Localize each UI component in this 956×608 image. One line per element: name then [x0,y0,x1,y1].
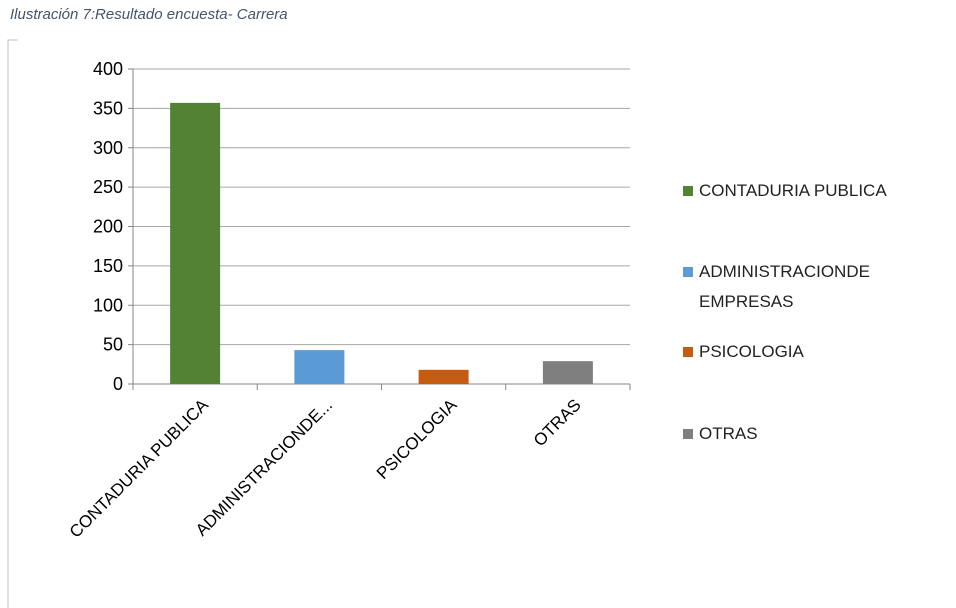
y-tick-label: 350 [93,98,123,118]
x-tick-label: OTRAS [530,395,585,450]
legend-swatch [683,186,693,196]
x-tick-label: CONTADURIA PUBLICA [66,395,213,542]
y-tick-label: 300 [93,138,123,158]
y-tick-label: 250 [93,177,123,197]
legend-swatch [683,429,693,439]
x-tick-label: ADMINISTRACIONDE... [192,395,336,539]
legend-label: PSICOLOGIA [699,342,804,361]
legend-item: CONTADURIA PUBLICA [683,176,928,206]
y-tick-label: 400 [93,59,123,79]
legend-label: OTRAS [699,424,758,443]
chart-title: Ilustración 7:Resultado encuesta- Carrer… [10,6,288,23]
legend-item: OTRAS [683,419,928,449]
legend-item: PSICOLOGIA [683,337,928,367]
legend-item: ADMINISTRACIONDE EMPRESAS [683,257,928,317]
bar [170,102,221,385]
x-tick-label: PSICOLOGIA [373,395,461,483]
y-tick-label: 100 [93,295,123,315]
y-tick-label: 150 [93,256,123,276]
y-tick-label: 50 [103,335,123,355]
legend-label: ADMINISTRACIONDE EMPRESAS [699,262,870,311]
legend-swatch [683,267,693,277]
bar [418,369,469,384]
bar [294,350,345,384]
legend-label: CONTADURIA PUBLICA [699,181,887,200]
y-tick-label: 0 [113,374,123,394]
frame [7,39,18,608]
y-tick-label: 200 [93,217,123,237]
bar [542,361,593,384]
legend-swatch [683,347,693,357]
